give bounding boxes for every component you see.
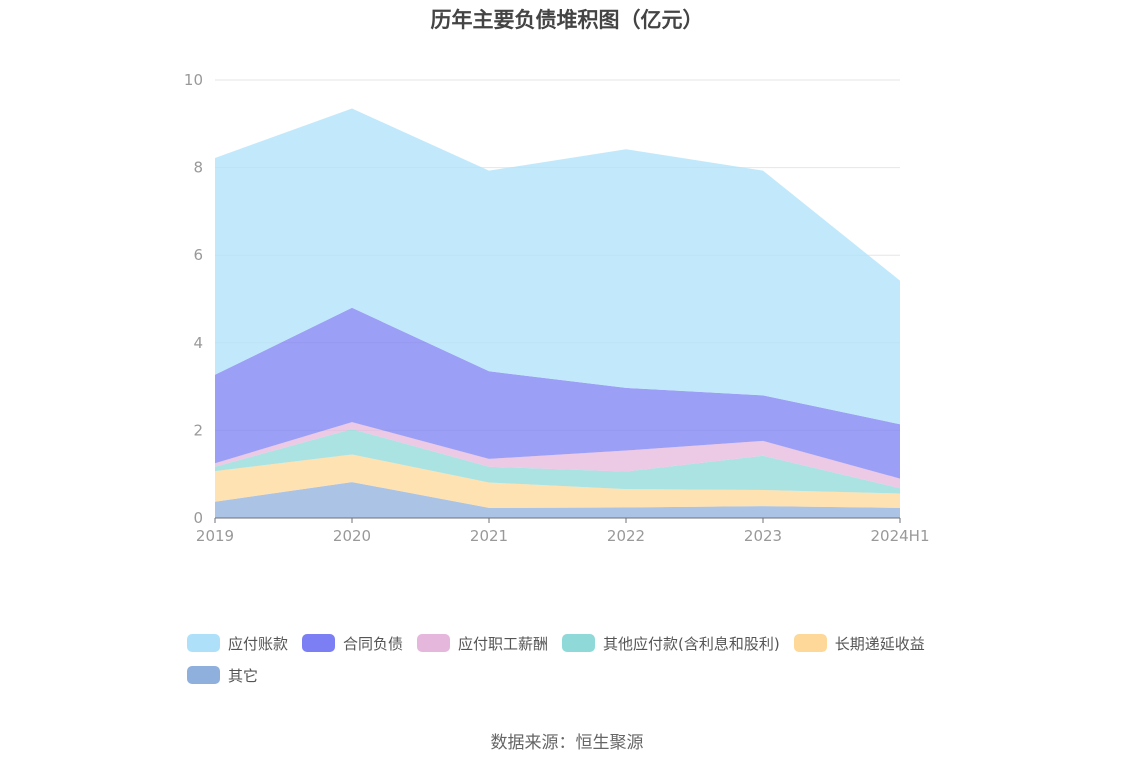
x-tick-label: 2020	[333, 527, 371, 545]
x-tick-label: 2022	[607, 527, 645, 545]
chart-title: 历年主要负债堆积图（亿元）	[430, 8, 704, 32]
area-长期递延收益	[215, 454, 900, 508]
legend-label: 合同负债	[343, 634, 404, 653]
legend-item[interactable]: 长期递延收益	[793, 630, 925, 656]
legend-label: 其他应付款(含利息和股利)	[603, 634, 780, 653]
legend-swatch	[562, 634, 596, 652]
x-tick-label: 2021	[470, 527, 508, 545]
y-tick-label: 2	[193, 421, 203, 439]
area-series	[215, 108, 900, 518]
legend-label: 应付账款	[228, 634, 289, 653]
data-source-note: 数据来源：恒生聚源	[490, 733, 644, 753]
area-其他应付款(含利息和股利)	[215, 429, 900, 494]
y-tick-label: 4	[193, 334, 203, 352]
x-tick-label: 2024H1	[871, 527, 930, 545]
axes: 0 2 4 6 8 10 2019 2020 2021 2022 2023 2024H1	[184, 71, 930, 545]
chart-legend: 应付账款 合同负债 应付职工薪酬 其他应付款(含利息和股利) 长期递延收益其它	[187, 630, 987, 694]
area-其它	[215, 482, 900, 518]
legend-item[interactable]: 其它	[187, 662, 258, 688]
legend-swatch	[417, 634, 451, 652]
legend-swatch	[187, 634, 220, 652]
legend-item[interactable]: 应付账款	[187, 630, 288, 656]
area-合同负债	[215, 307, 900, 479]
x-tick-label: 2023	[744, 527, 782, 545]
area-应付账款	[215, 108, 900, 425]
legend-swatch	[793, 634, 827, 652]
y-tick-label: 0	[193, 509, 203, 527]
x-tick-label: 2019	[196, 527, 234, 545]
legend-swatch	[302, 634, 336, 652]
legend-label: 长期递延收益	[834, 634, 925, 653]
legend-item[interactable]: 应付职工薪酬	[417, 630, 548, 656]
legend-item[interactable]: 其他应付款(含利息和股利)	[562, 630, 780, 656]
y-tick-label: 6	[193, 246, 203, 264]
legend-label: 应付职工薪酬	[458, 634, 549, 653]
area-应付职工薪酬	[215, 422, 900, 489]
y-tick-label: 10	[184, 71, 203, 89]
legend-swatch	[187, 666, 220, 684]
legend-label: 其它	[228, 666, 259, 685]
chart-plot: 0 2 4 6 8 10 2019 2020 2021 2022 2023 2024H1	[184, 71, 930, 545]
legend-item[interactable]: 合同负债	[302, 630, 403, 656]
y-tick-label: 8	[193, 159, 203, 177]
